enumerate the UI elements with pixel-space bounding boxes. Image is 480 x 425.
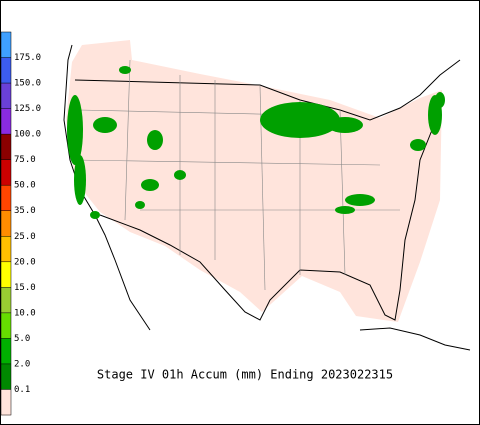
legend-swatch (1, 57, 11, 84)
legend-label: 100.0 (14, 130, 41, 140)
legend-swatch (1, 287, 11, 314)
caption: Stage IV 01h Accum (mm) Ending 202302231… (97, 368, 393, 382)
legend-swatch (1, 210, 11, 237)
border-north (74, 59, 461, 121)
legend-swatch (1, 338, 11, 365)
legend-swatch (1, 108, 11, 135)
legend-swatch (1, 363, 11, 390)
legend-label: 0.1 (14, 385, 30, 395)
legend-swatch (1, 134, 11, 161)
legend-swatch (1, 185, 11, 212)
legend-swatch (1, 32, 11, 59)
legend-label: 15.0 (14, 283, 36, 293)
coverage-area (66, 40, 442, 322)
legend-label: 10.0 (14, 308, 36, 318)
legend-label: 75.0 (14, 155, 36, 165)
legend-swatch (1, 83, 11, 110)
legend-swatch (1, 261, 11, 288)
legend-swatch (1, 389, 11, 416)
legend-label: 35.0 (14, 206, 36, 216)
legend-label: 5.0 (14, 334, 30, 344)
legend-border (0, 31, 12, 416)
legend-label: 125.0 (14, 104, 41, 114)
legend-label: 20.0 (14, 257, 36, 267)
border-south (99, 129, 433, 321)
legend-label: 50.0 (14, 181, 36, 191)
legend-swatch (1, 159, 11, 186)
legend: 175.0 150.0 125.0 100.0 75.0 50.0 35.0 25.0 20.0… (0, 31, 41, 416)
legend-swatch (1, 236, 11, 263)
map (63, 40, 471, 351)
legend-label: 25.0 (14, 232, 36, 242)
legend-label: 2.0 (14, 359, 30, 369)
legend-label: 150.0 (14, 79, 41, 89)
cuba (359, 327, 471, 351)
legend-swatch (1, 312, 11, 339)
legend-label: 175.0 (14, 53, 41, 63)
precipitation (67, 66, 445, 219)
